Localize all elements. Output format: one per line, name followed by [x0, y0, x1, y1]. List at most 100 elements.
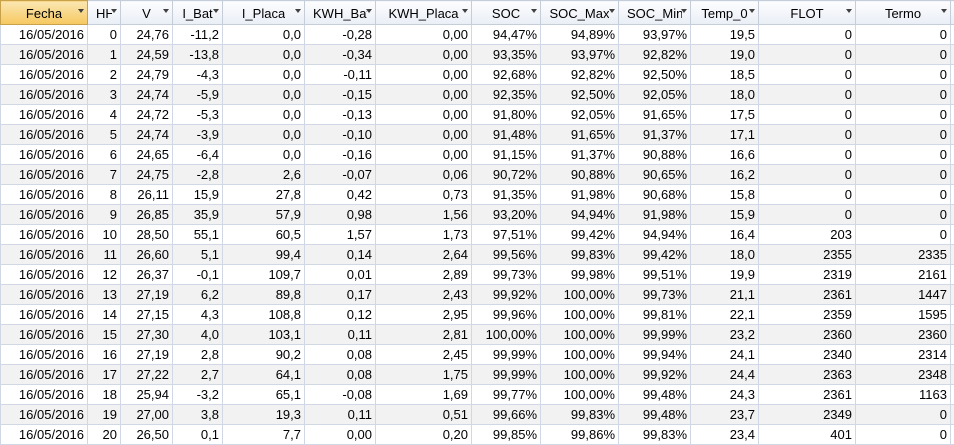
table-cell[interactable]: 0,11: [304, 404, 376, 425]
table-cell[interactable]: 24,65: [120, 144, 173, 165]
table-cell[interactable]: 15,8: [690, 184, 759, 205]
table-cell[interactable]: 12: [87, 264, 121, 285]
table-cell[interactable]: 18,0: [690, 84, 759, 105]
table-cell[interactable]: 0,12: [304, 304, 376, 325]
table-cell[interactable]: 0: [855, 64, 951, 85]
table-cell[interactable]: 1447: [855, 284, 951, 305]
table-cell[interactable]: 2,45: [375, 344, 472, 365]
table-cell[interactable]: 99,99%: [471, 364, 541, 385]
table-cell[interactable]: 0,14: [304, 244, 376, 265]
table-cell[interactable]: 64,1: [222, 364, 305, 385]
table-cell[interactable]: [950, 324, 954, 345]
table-cell[interactable]: 0: [855, 144, 951, 165]
table-cell[interactable]: 91,48%: [471, 124, 541, 145]
table-cell[interactable]: 16/05/2016: [0, 124, 88, 145]
table-cell[interactable]: 1,56: [375, 204, 472, 225]
table-cell[interactable]: [950, 24, 954, 45]
table-cell[interactable]: [950, 304, 954, 325]
column-header-13[interactable]: C: [950, 0, 954, 25]
table-cell[interactable]: 6,2: [172, 284, 223, 305]
table-cell[interactable]: [950, 224, 954, 245]
table-cell[interactable]: 90,2: [222, 344, 305, 365]
filter-dropdown-arrow-icon[interactable]: [111, 9, 117, 13]
table-cell[interactable]: 16/05/2016: [0, 64, 88, 85]
table-cell[interactable]: 19,0: [690, 44, 759, 65]
column-header-8[interactable]: SOC_Max: [540, 0, 619, 25]
table-cell[interactable]: 92,82%: [618, 44, 691, 65]
table-cell[interactable]: 99,83%: [618, 424, 691, 445]
table-cell[interactable]: 109,7: [222, 264, 305, 285]
table-cell[interactable]: 2: [87, 64, 121, 85]
table-cell[interactable]: 0: [855, 204, 951, 225]
table-cell[interactable]: -0,10: [304, 124, 376, 145]
table-cell[interactable]: 0: [758, 24, 856, 45]
table-cell[interactable]: 0,0: [222, 84, 305, 105]
table-cell[interactable]: 92,35%: [471, 84, 541, 105]
filter-dropdown-arrow-icon[interactable]: [462, 9, 468, 13]
table-cell[interactable]: -5,3: [172, 104, 223, 125]
table-row[interactable]: 16/05/2016 17 27,22 2,7 64,1 0,08 1,75 99,99% 10…: [0, 364, 954, 385]
table-cell[interactable]: 93,97%: [540, 44, 619, 65]
table-cell[interactable]: 91,98%: [540, 184, 619, 205]
table-cell[interactable]: 0: [855, 404, 951, 425]
table-cell[interactable]: 2348: [855, 364, 951, 385]
table-cell[interactable]: 24,59: [120, 44, 173, 65]
table-cell[interactable]: -3,2: [172, 384, 223, 405]
table-cell[interactable]: -0,28: [304, 24, 376, 45]
table-cell[interactable]: 0,0: [222, 124, 305, 145]
table-cell[interactable]: 91,15%: [471, 144, 541, 165]
table-cell[interactable]: 0: [758, 124, 856, 145]
table-row[interactable]: 16/05/2016 20 26,50 0,1 7,7 0,00 0,20 99,85% 99,…: [0, 424, 954, 445]
table-cell[interactable]: 92,82%: [540, 64, 619, 85]
table-cell[interactable]: 16/05/2016: [0, 164, 88, 185]
filter-dropdown-arrow-icon[interactable]: [749, 9, 755, 13]
table-row[interactable]: 16/05/2016 3 24,74 -5,9 0,0 -0,15 0,00 92,35% 92…: [0, 84, 954, 105]
table-cell[interactable]: 24,74: [120, 124, 173, 145]
table-cell[interactable]: 0,00: [375, 44, 472, 65]
table-cell[interactable]: 2,64: [375, 244, 472, 265]
table-cell[interactable]: 0,1: [172, 424, 223, 445]
table-cell[interactable]: [950, 124, 954, 145]
table-cell[interactable]: 91,37%: [540, 144, 619, 165]
table-cell[interactable]: [950, 244, 954, 265]
table-cell[interactable]: 99,99%: [618, 324, 691, 345]
table-cell[interactable]: 99,42%: [540, 224, 619, 245]
table-cell[interactable]: 108,8: [222, 304, 305, 325]
table-cell[interactable]: 2,89: [375, 264, 472, 285]
table-cell[interactable]: 89,8: [222, 284, 305, 305]
table-cell[interactable]: 11: [87, 244, 121, 265]
table-cell[interactable]: 1,75: [375, 364, 472, 385]
table-cell[interactable]: 0,0: [222, 44, 305, 65]
table-cell[interactable]: 24,75: [120, 164, 173, 185]
table-cell[interactable]: 91,98%: [618, 204, 691, 225]
table-cell[interactable]: 90,68%: [618, 184, 691, 205]
table-cell[interactable]: 17,5: [690, 104, 759, 125]
table-cell[interactable]: 4,0: [172, 324, 223, 345]
table-cell[interactable]: 20: [87, 424, 121, 445]
table-cell[interactable]: 7: [87, 164, 121, 185]
table-cell[interactable]: 99,92%: [471, 284, 541, 305]
table-cell[interactable]: 91,35%: [471, 184, 541, 205]
table-cell[interactable]: 28,50: [120, 224, 173, 245]
column-header-6[interactable]: KWH_Placa: [375, 0, 472, 25]
table-cell[interactable]: 2361: [758, 384, 856, 405]
table-cell[interactable]: 16/05/2016: [0, 244, 88, 265]
table-cell[interactable]: 92,05%: [618, 84, 691, 105]
filter-dropdown-arrow-icon[interactable]: [941, 9, 947, 13]
table-row[interactable]: 16/05/2016 14 27,15 4,3 108,8 0,12 2,95 99,96% 1…: [0, 304, 954, 325]
table-cell[interactable]: 16/05/2016: [0, 24, 88, 45]
table-cell[interactable]: 2355: [758, 244, 856, 265]
table-cell[interactable]: 17: [87, 364, 121, 385]
table-cell[interactable]: 0,0: [222, 144, 305, 165]
table-cell[interactable]: 23,2: [690, 324, 759, 345]
table-cell[interactable]: 94,94%: [618, 224, 691, 245]
table-row[interactable]: 16/05/2016 15 27,30 4,0 103,1 0,11 2,81 100,00%…: [0, 324, 954, 345]
table-cell[interactable]: 24,3: [690, 384, 759, 405]
table-cell[interactable]: 27,00: [120, 404, 173, 425]
table-cell[interactable]: 1,57: [304, 224, 376, 245]
table-cell[interactable]: 19: [87, 404, 121, 425]
table-cell[interactable]: 0,73: [375, 184, 472, 205]
table-cell[interactable]: 0: [758, 164, 856, 185]
table-cell[interactable]: 90,72%: [471, 164, 541, 185]
table-cell[interactable]: 2,43: [375, 284, 472, 305]
